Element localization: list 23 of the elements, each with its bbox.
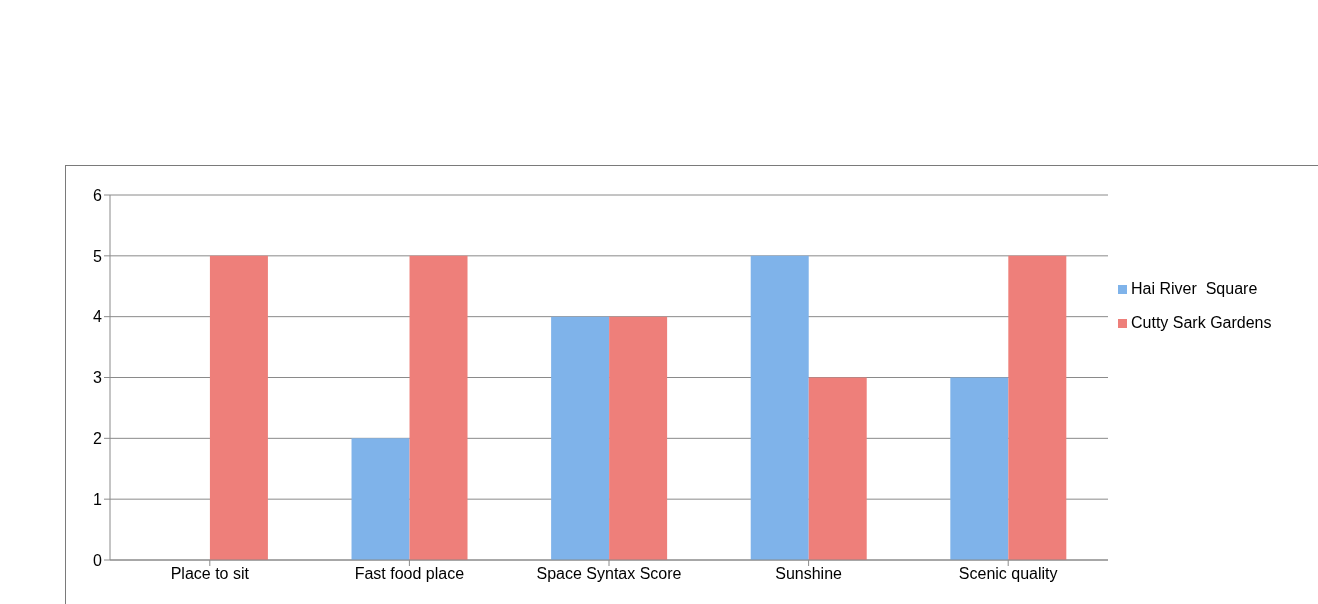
legend-label: Hai River Square bbox=[1131, 280, 1258, 297]
bar bbox=[950, 377, 1009, 560]
y-tick-label: 4 bbox=[93, 308, 103, 326]
x-tick-label: Place to sit bbox=[170, 565, 250, 583]
bar bbox=[209, 255, 268, 560]
bar bbox=[551, 316, 610, 560]
legend-label: Cutty Sark Gardens bbox=[1131, 314, 1272, 331]
bar bbox=[351, 438, 410, 560]
y-tick-label: 3 bbox=[93, 369, 103, 387]
x-tick-label: Sunshine bbox=[775, 565, 843, 583]
bar bbox=[609, 316, 668, 560]
y-tick-label: 2 bbox=[93, 430, 103, 448]
bar bbox=[808, 377, 867, 560]
x-tick-label: Fast food place bbox=[354, 565, 465, 583]
bar bbox=[1008, 255, 1067, 560]
bar bbox=[409, 255, 468, 560]
y-tick-label: 1 bbox=[93, 490, 103, 508]
bar bbox=[750, 255, 809, 560]
y-tick-label: 0 bbox=[93, 551, 103, 569]
y-tick-label: 6 bbox=[93, 186, 103, 204]
y-tick-label: 5 bbox=[93, 247, 103, 265]
x-tick-label: Scenic quality bbox=[958, 565, 1058, 583]
x-tick-label: Space Syntax Score bbox=[536, 565, 682, 583]
